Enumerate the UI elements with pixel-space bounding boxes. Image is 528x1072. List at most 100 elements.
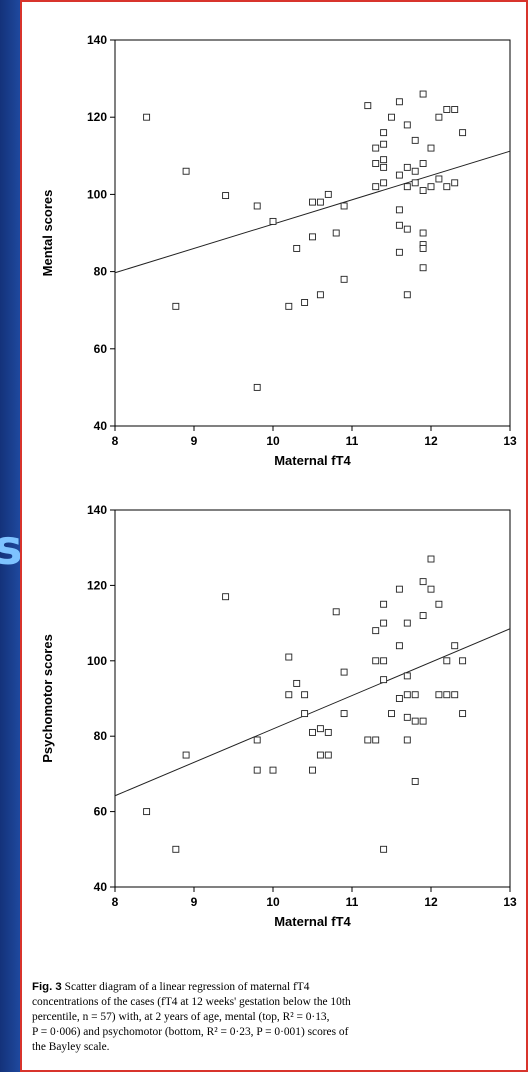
chart-0-data-point-20 [372,160,380,167]
chart-0-y-tick-label-5: 140 [87,33,107,47]
chart-1-data-point-41 [411,777,419,785]
chart-0-x-axis-label: Maternal fT4 [274,453,351,468]
slide-background-letter: s [0,520,23,576]
chart-1-data-point-48 [435,691,443,699]
chart-0-data-point-25 [380,163,388,171]
chart-1-data-point-6 [269,766,277,774]
chart-0-regression-line [114,150,511,274]
chart-0-data-point-41 [419,90,427,98]
chart-1-data-point-37 [403,713,411,721]
chart-0-data-point-18 [364,102,372,110]
chart-0-data-point-3 [222,192,230,200]
chart-1-x-tick-label-4: 12 [424,895,438,909]
chart-0-data-point-19 [372,144,380,152]
chart-1-x-tick-label-5: 13 [503,895,517,909]
chart-1-data-point-1 [172,845,180,853]
chart-1-data-point-3 [222,593,230,601]
chart-0-data-point-32 [395,248,403,256]
chart-1-data-point-29 [380,845,388,853]
chart-1-data-point-22 [372,627,380,635]
chart-0-data-point-49 [427,183,435,191]
scatter-chart-mental: 8 9 10 11 12 13 40 60 80 100 120 140 Maternal fT4 Men… [40,33,517,468]
chart-1-data-point-15 [316,751,324,759]
figure-caption: Fig. 3 Scatter diagram of a linear regre… [32,980,512,1055]
chart-1-data-point-8 [285,691,293,699]
chart-1-data-point-51 [451,642,459,650]
chart-0-data-point-34 [403,163,411,171]
chart-1-y-tick-label-0: 40 [94,880,108,894]
chart-1-data-point-34 [403,619,411,627]
chart-0-data-point-7 [285,302,293,310]
chart-0-data-point-6 [269,217,277,225]
scatter-chart-psychomotor: 8 9 10 11 12 13 40 60 80 100 120 140 Maternal fT4 Psy… [40,503,517,929]
chart-0-data-point-43 [419,187,427,194]
chart-0-data-point-26 [380,179,388,187]
chart-1-data-point-44 [419,717,427,725]
chart-0-x-tick-label-2: 10 [266,434,280,448]
chart-0-data-point-22 [380,129,388,137]
chart-1-data-point-43 [419,612,427,620]
chart-0-data-point-37 [403,291,411,299]
chart-1-y-axis-label: Psychomotor scores [40,634,55,763]
chart-1-data-point-23 [372,657,380,665]
caption-line-2: concentrations of the cases (fT4 at 12 w… [32,996,351,1008]
chart-0-data-point-12 [316,198,324,206]
chart-0-data-point-50 [435,113,443,121]
chart-0-data-point-15 [332,229,340,237]
chart-1-data-point-46 [427,585,435,593]
chart-0-data-point-2 [182,167,190,175]
chart-0-x-tick-label-0: 8 [112,434,119,448]
chart-1-data-point-21 [364,736,372,744]
chart-0-data-point-46 [419,244,427,252]
chart-1-data-point-4 [253,736,261,744]
chart-0-data-point-33 [403,121,411,129]
chart-0-data-point-8 [293,244,301,252]
chart-1-data-point-13 [309,766,316,774]
chart-1-data-point-36 [403,691,411,699]
chart-0-data-point-0 [143,113,151,121]
chart-0-data-point-16 [340,202,348,210]
chart-1-data-point-40 [411,717,419,725]
chart-1-data-point-2 [182,751,190,759]
chart-1-data-point-18 [332,608,340,616]
chart-1-data-point-16 [324,728,332,736]
chart-0-data-point-48 [427,144,435,152]
chart-0-data-point-23 [380,140,388,148]
chart-1-data-point-24 [372,736,380,744]
chart-1-data-point-28 [380,676,388,684]
chart-1-data-point-26 [380,619,388,627]
chart-0-y-tick-label-4: 120 [87,110,107,124]
chart-1-data-point-14 [316,725,324,733]
chart-0-data-point-40 [411,179,419,187]
chart-1-data-point-12 [309,728,316,736]
chart-1-data-point-35 [403,672,411,680]
caption-fig-label: Fig. 3 [32,981,62,993]
chart-0-data-point-10 [309,233,316,241]
chart-1-data-point-32 [395,642,403,650]
chart-0-data-point-5 [253,383,261,391]
chart-0-data-point-35 [403,183,411,191]
chart-1-y-tick-label-2: 80 [94,729,108,743]
caption-line-3: percentile, n = 57) with, at 2 years of … [32,1011,330,1023]
chart-0-y-tick-label-0: 40 [94,419,108,433]
chart-0-data-point-17 [340,275,348,283]
chart-1-data-point-25 [380,600,388,608]
chart-0-data-point-52 [443,106,451,113]
chart-0-x-tick-label-1: 9 [191,434,198,448]
chart-0-data-point-36 [403,225,411,233]
chart-0-data-point-56 [459,129,467,137]
chart-1-data-point-54 [459,710,467,718]
chart-0-data-point-13 [316,291,324,299]
chart-0-data-point-29 [395,171,403,179]
chart-1-data-point-52 [451,691,459,699]
chart-0-data-point-42 [419,160,427,167]
chart-0-x-tick-label-5: 13 [503,434,517,448]
chart-1-data-point-0 [143,808,151,816]
chart-1-x-axis-label: Maternal fT4 [274,914,351,929]
chart-0-x-tick-label-3: 11 [346,434,359,448]
chart-0-data-point-1 [172,302,180,310]
chart-1-x-tick-label-1: 9 [191,895,198,909]
chart-0-data-point-54 [451,106,459,113]
chart-1-data-point-9 [293,679,301,687]
chart-1-data-point-49 [443,657,451,665]
